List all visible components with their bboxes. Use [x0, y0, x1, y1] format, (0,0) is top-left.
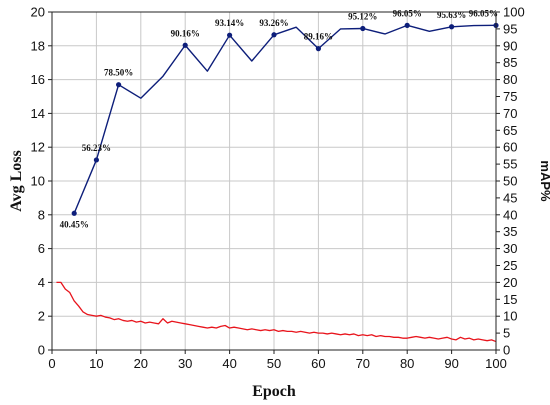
map-point — [71, 210, 77, 216]
y-tick-label: 14 — [31, 106, 45, 121]
y-tick-label: 6 — [38, 241, 45, 256]
grid-lines — [52, 12, 496, 350]
map-series — [71, 22, 499, 216]
map-point — [315, 46, 321, 52]
map-data-label: 90.16% — [171, 28, 200, 38]
y2-tick-label: 15 — [503, 292, 517, 307]
map-data-label: 89.16% — [304, 32, 333, 42]
y2-tick-label: 30 — [503, 241, 517, 256]
map-data-label: 96.05% — [393, 8, 422, 18]
y2-tick-label: 90 — [503, 38, 517, 53]
y2-tick-label: 20 — [503, 275, 517, 290]
map-point — [116, 82, 122, 88]
y2-tick-label: 70 — [503, 106, 517, 121]
y-axis-title: Avg Loss — [8, 150, 25, 212]
map-data-label: 56.23% — [82, 143, 111, 153]
y2-tick-label: 100 — [503, 5, 525, 20]
x-tick-label: 60 — [311, 356, 325, 371]
y2-tick-label: 40 — [503, 207, 517, 222]
y2-tick-label: 50 — [503, 174, 517, 189]
y-tick-label: 16 — [31, 72, 45, 87]
y2-tick-label: 0 — [503, 343, 510, 358]
plot-frame — [51, 11, 497, 351]
y-tick-label: 12 — [31, 140, 45, 155]
axes: 0 10 20 30 40 50 60 70 80 90 100024681012141618200… — [31, 5, 525, 372]
y2-tick-label: 85 — [503, 55, 517, 70]
y2-tick-label: 80 — [503, 72, 517, 87]
x-axis-title: Epoch — [252, 383, 296, 400]
y2-tick-label: 10 — [503, 309, 517, 324]
map-data-label: 40.45% — [60, 219, 89, 229]
map-point — [93, 157, 99, 163]
map-data-label: 78.50% — [104, 68, 133, 78]
x-tick-label: 30 — [178, 356, 192, 371]
y2-axis-title: mAP% — [538, 160, 550, 202]
x-tick-label: 0 — [48, 356, 55, 371]
y-tick-label: 2 — [38, 309, 45, 324]
y2-tick-label: 75 — [503, 89, 517, 104]
y2-tick-label: 25 — [503, 258, 517, 273]
map-point — [404, 22, 410, 28]
x-tick-label: 20 — [134, 356, 148, 371]
y2-tick-label: 95 — [503, 21, 517, 36]
map-line — [73, 24, 497, 214]
y2-tick-label: 65 — [503, 123, 517, 138]
y-tick-label: 4 — [38, 275, 45, 290]
data-labels: 40.45% 56.23% 78.50% 90.16% 93.14% 93.26% 89.1… — [60, 8, 498, 229]
y-tick-label: 0 — [38, 343, 45, 358]
x-tick-label: 40 — [222, 356, 236, 371]
y-tick-label: 18 — [31, 38, 45, 53]
map-data-label: 93.14% — [215, 18, 244, 28]
x-tick-label: 10 — [89, 356, 103, 371]
map-point — [182, 42, 188, 48]
y-tick-label: 10 — [31, 174, 45, 189]
y2-tick-label: 55 — [503, 157, 517, 172]
y2-tick-label: 35 — [503, 224, 517, 239]
y-tick-label: 8 — [38, 207, 45, 222]
map-data-label: 95.63% — [437, 10, 466, 20]
map-point — [360, 25, 366, 32]
map-data-label: 96.05% — [469, 8, 498, 18]
map-point — [449, 24, 455, 30]
y2-tick-label: 5 — [503, 326, 510, 341]
x-tick-label: 100 — [485, 356, 507, 371]
loss-series — [56, 281, 497, 343]
map-point — [227, 32, 233, 38]
x-tick-label: 50 — [267, 356, 281, 371]
map-point — [271, 32, 277, 38]
x-tick-label: 70 — [356, 356, 370, 371]
y2-tick-label: 45 — [503, 190, 517, 205]
loss-line — [56, 281, 497, 343]
map-data-label: 95.12% — [348, 11, 377, 21]
y2-tick-label: 60 — [503, 140, 517, 155]
map-data-label: 93.26% — [259, 18, 288, 28]
y-tick-label: 20 — [31, 5, 45, 20]
x-tick-label: 90 — [444, 356, 458, 371]
x-tick-label: 80 — [400, 356, 414, 371]
